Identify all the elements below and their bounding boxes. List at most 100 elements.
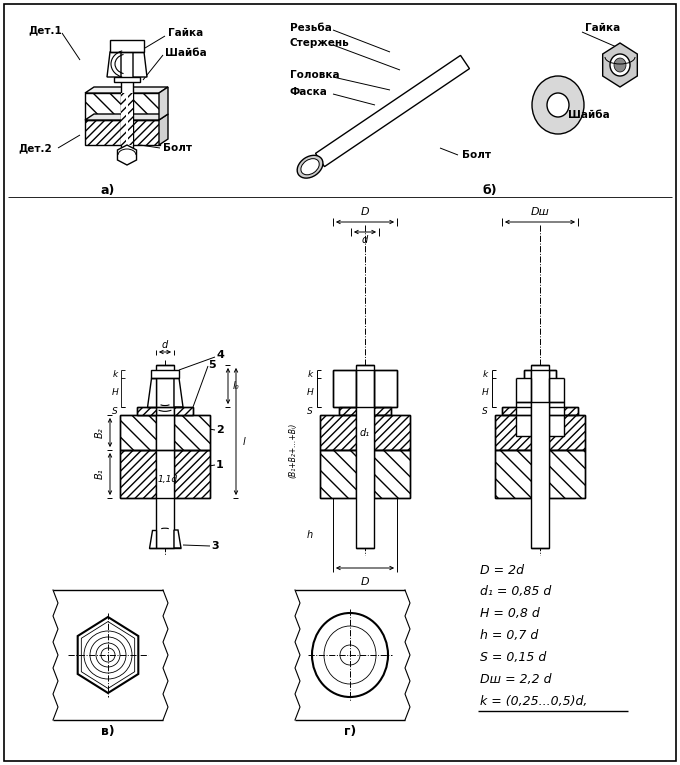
Bar <box>151 370 179 378</box>
Text: D = 2d: D = 2d <box>480 564 524 577</box>
Bar <box>549 370 556 378</box>
Bar <box>374 450 410 498</box>
Text: H: H <box>307 388 313 397</box>
Bar <box>120 450 156 498</box>
Text: B₁: B₁ <box>95 469 105 480</box>
Text: h: h <box>307 530 313 540</box>
Text: S: S <box>112 406 118 415</box>
Text: Головка: Головка <box>290 70 339 80</box>
Text: B₂: B₂ <box>95 427 105 438</box>
Bar <box>85 120 160 145</box>
Text: 5: 5 <box>208 360 216 370</box>
Bar <box>549 415 585 450</box>
Text: d₁ = 0,85 d: d₁ = 0,85 d <box>480 585 551 598</box>
Text: l₀: l₀ <box>233 381 239 391</box>
Polygon shape <box>174 530 181 548</box>
Text: 3: 3 <box>211 541 219 551</box>
Polygon shape <box>149 530 156 548</box>
Text: k = (0,25...0,5)d,: k = (0,25...0,5)d, <box>480 695 588 708</box>
Text: в): в) <box>101 725 115 738</box>
Text: Dш = 2,2 d: Dш = 2,2 d <box>480 673 551 686</box>
Bar <box>110 40 144 52</box>
Text: а): а) <box>101 184 115 197</box>
Text: S = 0,15 d: S = 0,15 d <box>480 652 546 665</box>
Ellipse shape <box>614 58 626 72</box>
Bar <box>495 415 531 450</box>
Bar <box>156 365 174 548</box>
Bar <box>121 93 126 145</box>
Text: D: D <box>360 207 369 217</box>
Text: Дет.1: Дет.1 <box>28 25 62 35</box>
Bar <box>174 450 210 498</box>
Bar <box>85 93 160 120</box>
Bar <box>374 407 391 415</box>
Bar <box>320 450 356 498</box>
Text: l: l <box>243 437 245 447</box>
Bar <box>356 365 374 548</box>
Text: б): б) <box>483 184 497 197</box>
Text: (B₁+B₂+...+Bᵢ): (B₁+B₂+...+Bᵢ) <box>288 422 298 477</box>
Polygon shape <box>85 114 168 120</box>
Text: D: D <box>360 577 369 587</box>
Polygon shape <box>118 145 137 165</box>
Text: Болт: Болт <box>462 150 491 160</box>
Bar <box>549 450 585 498</box>
Bar <box>502 407 531 415</box>
Text: Стержень: Стержень <box>290 38 350 48</box>
Bar <box>339 407 356 415</box>
Polygon shape <box>174 378 183 407</box>
Ellipse shape <box>301 158 319 174</box>
Polygon shape <box>602 43 637 87</box>
Polygon shape <box>107 52 121 77</box>
Bar <box>137 407 156 415</box>
Text: k: k <box>307 369 313 379</box>
Text: 1: 1 <box>216 460 224 470</box>
Ellipse shape <box>297 155 323 178</box>
Text: k: k <box>112 369 118 379</box>
Bar <box>549 402 564 436</box>
Text: Дет.2: Дет.2 <box>18 143 52 153</box>
Bar <box>174 407 193 415</box>
Polygon shape <box>159 87 168 120</box>
Text: г): г) <box>344 725 356 738</box>
Text: H: H <box>112 388 118 397</box>
Bar <box>333 370 356 407</box>
Polygon shape <box>316 55 469 167</box>
Text: Шайба: Шайба <box>568 110 610 120</box>
Bar <box>121 80 133 155</box>
Text: Шайба: Шайба <box>165 48 207 58</box>
Polygon shape <box>159 114 168 145</box>
Ellipse shape <box>547 93 569 117</box>
Text: Гайка: Гайка <box>585 23 620 33</box>
Bar <box>516 402 531 436</box>
Text: H: H <box>481 388 488 397</box>
Bar <box>114 77 140 82</box>
Text: 1,1d: 1,1d <box>158 474 178 483</box>
Text: d: d <box>362 235 368 245</box>
Bar <box>174 415 210 450</box>
Text: h = 0,7 d: h = 0,7 d <box>480 630 539 643</box>
Text: Болт: Болт <box>163 143 192 153</box>
Bar <box>128 93 133 145</box>
Text: Фаска: Фаска <box>290 87 328 97</box>
Bar <box>531 365 549 548</box>
Bar <box>374 415 410 450</box>
Text: d₁: d₁ <box>360 428 370 438</box>
Ellipse shape <box>610 54 630 76</box>
Text: H = 0,8 d: H = 0,8 d <box>480 607 540 620</box>
Polygon shape <box>85 87 168 93</box>
Bar <box>495 450 531 498</box>
Bar <box>374 370 397 407</box>
Polygon shape <box>133 52 147 77</box>
Text: k: k <box>482 369 488 379</box>
Text: Резьба: Резьба <box>290 23 332 33</box>
Text: S: S <box>307 406 313 415</box>
Ellipse shape <box>532 76 584 134</box>
Text: Dш: Dш <box>530 207 549 217</box>
Polygon shape <box>147 378 156 407</box>
Bar <box>320 415 356 450</box>
Text: Гайка: Гайка <box>168 28 203 38</box>
Text: 4: 4 <box>216 350 224 360</box>
Text: d: d <box>162 340 168 350</box>
Bar <box>549 407 578 415</box>
